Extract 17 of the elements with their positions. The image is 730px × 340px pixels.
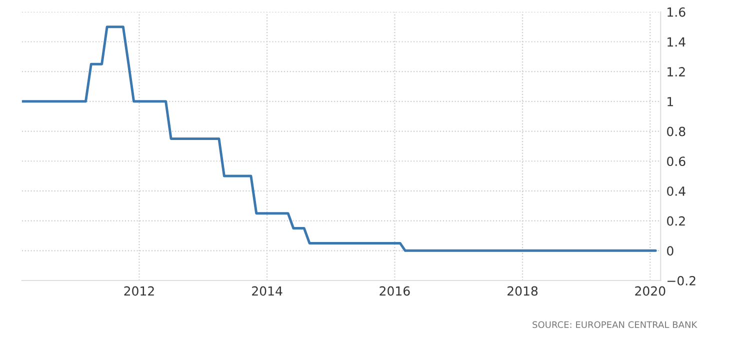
y-tick-label: 0.6 (667, 156, 686, 166)
x-tick-label: 2020 (635, 286, 666, 296)
y-tick-label: 0 (667, 246, 674, 256)
y-tick-label: 0.2 (667, 216, 685, 226)
x-tick-label: 2012 (124, 286, 154, 296)
y-tick-label: 1 (668, 97, 674, 106)
x-tick-label: 2016 (380, 286, 410, 296)
y-tick-label: 1.6 (668, 7, 686, 17)
x-tick-label: 2018 (508, 286, 538, 296)
line-series (22, 26, 657, 252)
y-tick-label: 1.4 (668, 37, 686, 46)
source-note: SOURCE: EUROPEAN CENTRAL BANK (532, 321, 698, 328)
y-tick-label: 0.8 (667, 126, 686, 136)
y-tick-label: −0.2 (668, 276, 696, 286)
y-tick-label: 1.2 (668, 67, 685, 76)
x-tick-label: 2014 (252, 286, 282, 296)
y-tick-label: 0.4 (667, 186, 686, 196)
